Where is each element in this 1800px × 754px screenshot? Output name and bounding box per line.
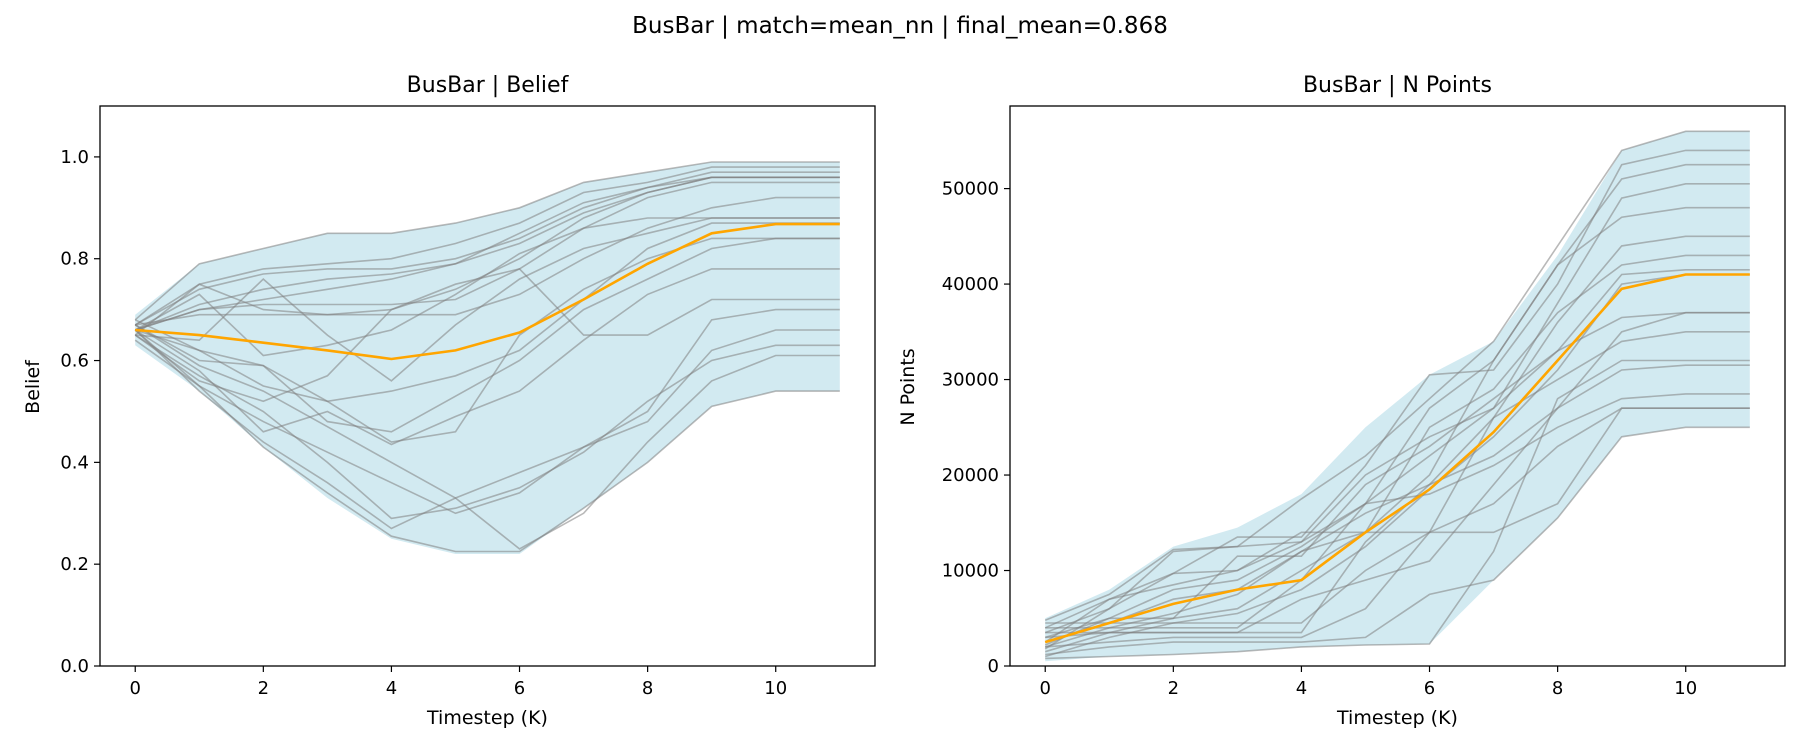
- x-axis-label: Timestep (K): [426, 707, 548, 729]
- series-line-20: [134, 222, 840, 403]
- series-line-7: [134, 181, 840, 331]
- series-line-17: [134, 329, 840, 553]
- series-line-12: [134, 268, 840, 446]
- y-tick-label: 0.6: [60, 351, 89, 372]
- series-line-18: [134, 324, 840, 550]
- y-axis-label: N Points: [897, 348, 919, 425]
- series-line-11: [1045, 426, 1750, 656]
- series-line-16: [1044, 407, 1750, 643]
- y-tick-label: 0: [988, 656, 999, 677]
- series-line-19: [134, 237, 840, 433]
- series-line-12: [1045, 359, 1750, 660]
- series-line-16: [134, 334, 840, 520]
- series-line-2: [134, 166, 840, 326]
- x-tick-label: 8: [642, 678, 653, 699]
- y-tick-label: 0.4: [60, 452, 89, 473]
- series-line-8: [1044, 273, 1750, 658]
- x-tick-label: 4: [386, 678, 397, 699]
- x-tick-label: 6: [514, 678, 525, 699]
- series-line-14: [1045, 393, 1750, 629]
- mean-line: [1044, 273, 1750, 644]
- mean-line: [135, 222, 840, 361]
- belief-chart: BusBar | Belief Timestep (K) Belief 0 2 4 6…: [22, 73, 876, 729]
- x-tick-label: 0: [130, 678, 141, 699]
- x-tick-label: 6: [1424, 678, 1435, 699]
- series-line-11: [134, 237, 840, 443]
- x-axis-label: Timestep (K): [1336, 707, 1458, 729]
- series-line-17: [1044, 268, 1750, 650]
- n-points-chart: BusBar | N Points Timestep (K) N Points …: [897, 73, 1786, 729]
- range-band: [135, 162, 840, 554]
- axes-frame: [1009, 105, 1786, 667]
- series-line-15: [134, 329, 840, 530]
- y-tick-label: 20000: [942, 465, 999, 486]
- y-tick-label: 30000: [942, 370, 999, 391]
- x-tick-label: 10: [1674, 678, 1697, 699]
- chart-title: BusBar | Belief: [407, 73, 570, 98]
- series-line-8: [135, 196, 840, 326]
- x-tick-label: 10: [764, 678, 787, 699]
- x-tick-label: 2: [1168, 678, 1179, 699]
- y-axis-label: Belief: [22, 359, 44, 414]
- range-band: [1045, 131, 1750, 662]
- x-tick-label: 0: [1040, 678, 1051, 699]
- y-tick-label: 1.0: [60, 147, 89, 168]
- series-line-5: [1044, 206, 1750, 643]
- series-line-2: [1044, 149, 1750, 629]
- y-tick-label: 10000: [942, 561, 999, 582]
- x-tick-label: 4: [1296, 678, 1307, 699]
- series-line-10: [134, 217, 840, 357]
- y-tick-label: 40000: [942, 274, 999, 295]
- y-tick-label: 0.0: [60, 656, 89, 677]
- y-tick-label: 50000: [942, 179, 999, 200]
- x-tick-label: 8: [1552, 678, 1563, 699]
- series-line-7: [1044, 254, 1750, 653]
- x-tick-label: 2: [258, 678, 269, 699]
- axes-frame: [99, 105, 876, 667]
- y-tick-label: 0.8: [60, 249, 89, 270]
- series-line-14: [134, 308, 840, 515]
- series-line-15: [1045, 364, 1750, 634]
- series-line-18: [1044, 311, 1750, 646]
- figure-suptitle: BusBar | match=mean_nn | final_mean=0.86…: [632, 13, 1168, 39]
- series-line-1: [134, 161, 840, 321]
- plot-area: [134, 161, 840, 554]
- chart-title: BusBar | N Points: [1303, 73, 1492, 98]
- series-line-1: [1044, 130, 1750, 621]
- plot-area: [1044, 130, 1750, 662]
- series-line-13: [134, 268, 840, 403]
- y-tick-label: 0.2: [60, 554, 89, 575]
